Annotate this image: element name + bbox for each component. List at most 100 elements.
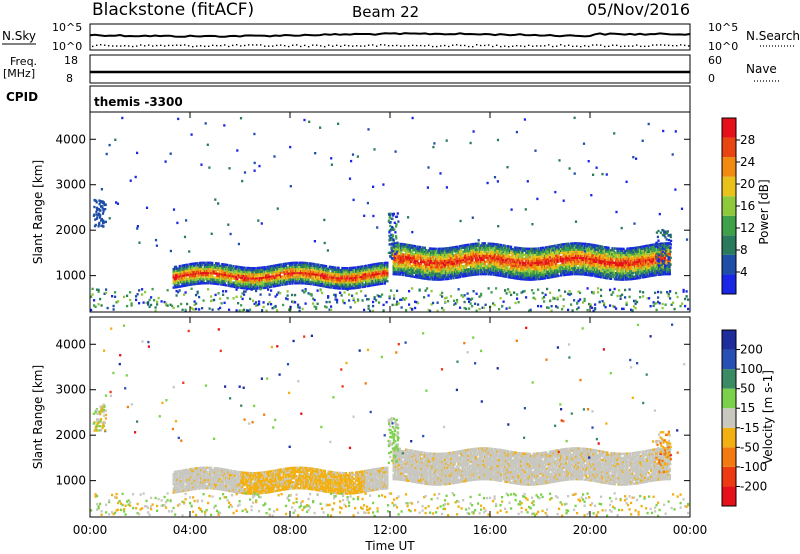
echo-cell xyxy=(352,282,355,286)
echo-cell xyxy=(358,273,361,277)
echo-cell xyxy=(301,263,304,267)
echo-cell xyxy=(421,266,424,270)
echo-cell xyxy=(377,272,380,276)
echo-cell xyxy=(402,255,405,258)
echo-cell xyxy=(421,248,424,251)
echo-cell xyxy=(395,246,398,249)
echo-cell xyxy=(191,273,194,276)
echo-cell xyxy=(220,268,223,272)
echo-cell xyxy=(200,282,203,285)
echo-cell xyxy=(202,275,205,279)
echo-cell xyxy=(296,277,299,281)
echo-cell xyxy=(422,254,425,258)
echo-cell xyxy=(406,247,409,251)
echo-cell xyxy=(215,280,218,283)
echo-cell xyxy=(247,271,250,274)
echo-cell xyxy=(325,281,328,284)
freq-right-tick-lo: 0 xyxy=(708,72,715,85)
echo-cell xyxy=(432,249,435,252)
noise-search-point xyxy=(196,45,198,47)
echo-cell xyxy=(421,260,424,264)
echo-cell xyxy=(206,261,209,264)
echo-cell xyxy=(213,268,216,271)
echo-cell xyxy=(427,265,430,268)
echo-cell xyxy=(205,271,208,275)
echo-cell xyxy=(280,269,283,272)
echo-cell xyxy=(340,279,343,282)
echo-cell xyxy=(220,264,223,268)
echo-cell xyxy=(236,279,239,283)
echo-cell xyxy=(311,268,314,272)
echo-cell xyxy=(425,263,428,266)
echo-cell xyxy=(386,267,389,271)
echo-cell xyxy=(331,266,334,269)
noise-search-point xyxy=(176,44,178,46)
echo-cell xyxy=(337,272,340,276)
echo-cell xyxy=(232,277,235,280)
echo-cell xyxy=(376,264,379,268)
noise-search-point xyxy=(440,45,442,47)
echo-cell xyxy=(401,261,404,264)
noise-search-point xyxy=(380,44,382,46)
echo-cell xyxy=(187,273,190,276)
echo-cell xyxy=(306,262,309,265)
echo-cell xyxy=(273,268,276,271)
echo-cell xyxy=(405,251,408,255)
echo-cell xyxy=(378,274,381,277)
echo-cell xyxy=(218,268,221,272)
echo-cell xyxy=(296,271,299,275)
echo-cell xyxy=(415,259,418,262)
echo-cell xyxy=(365,279,368,282)
echo-cell xyxy=(301,261,304,264)
noise-search-point xyxy=(520,45,522,47)
echo-cell xyxy=(222,265,225,268)
echo-cell xyxy=(188,273,191,276)
noise-search-point xyxy=(324,45,326,48)
echo-cell xyxy=(381,266,384,269)
echo-cell xyxy=(332,274,335,277)
echo-cell xyxy=(287,266,290,269)
echo-cell xyxy=(356,286,359,289)
echo-cell xyxy=(413,267,416,270)
echo-cell xyxy=(426,269,429,272)
echo-cell xyxy=(380,266,383,269)
echo-cell xyxy=(211,263,214,267)
echo-cell xyxy=(268,269,271,272)
echo-cell xyxy=(251,267,254,270)
echo-cell xyxy=(176,279,179,283)
noise-search-point xyxy=(100,44,102,46)
noise-search-point xyxy=(308,45,310,48)
echo-cell xyxy=(352,274,355,278)
echo-cell xyxy=(422,267,425,270)
echo-cell xyxy=(406,243,409,247)
echo-cell xyxy=(230,266,233,269)
noise-search-point xyxy=(652,44,654,46)
echo-cell xyxy=(227,282,230,285)
echo-cell xyxy=(357,286,360,289)
echo-cell xyxy=(428,251,431,254)
echo-cell xyxy=(263,286,266,289)
echo-cell xyxy=(417,245,420,249)
echo-cell xyxy=(417,270,420,273)
echo-cell xyxy=(412,267,415,270)
echo-cell xyxy=(297,263,300,266)
echo-cell xyxy=(613,251,616,254)
echo-cell xyxy=(308,264,311,267)
echo-cell xyxy=(285,283,288,286)
echo-cell xyxy=(395,254,398,257)
echo-cell xyxy=(403,259,406,263)
echo-cell xyxy=(397,267,400,270)
echo-cell xyxy=(327,279,330,283)
echo-cell xyxy=(287,268,290,271)
echo-cell xyxy=(182,284,185,288)
echo-cell xyxy=(435,276,438,279)
echo-cell xyxy=(237,282,240,285)
echo-cell xyxy=(407,274,410,277)
echo-cell xyxy=(238,282,241,285)
echo-cell xyxy=(370,282,373,285)
echo-cell xyxy=(381,272,384,275)
echo-cell xyxy=(190,279,193,282)
echo-cell xyxy=(308,282,311,286)
echo-cell xyxy=(433,266,436,269)
echo-cell xyxy=(316,275,319,279)
